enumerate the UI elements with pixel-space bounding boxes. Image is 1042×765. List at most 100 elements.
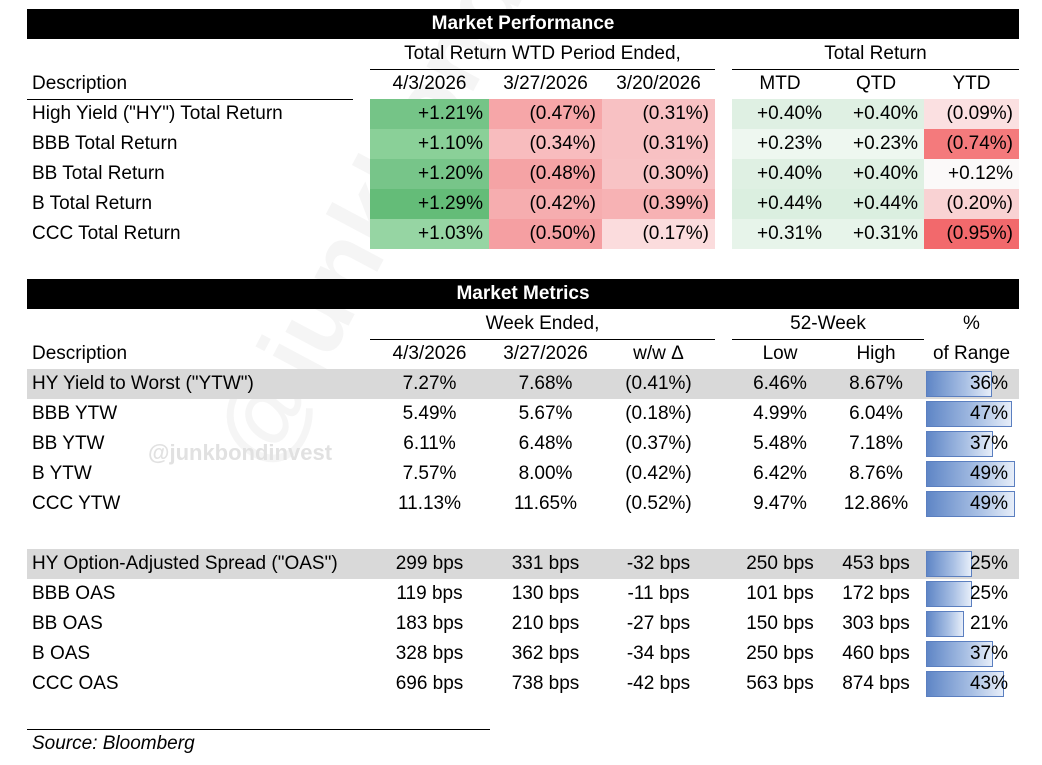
performance-value-cell: (0.34%) [489, 129, 602, 159]
metrics-col-header: Low [762, 343, 798, 364]
performance-col-header: YTD [952, 73, 991, 94]
metrics-value-cell: 250 bps [746, 643, 814, 664]
metrics-value-cell: 6.04% [849, 403, 903, 424]
highlight-row-background [27, 549, 1019, 579]
performance-col-header: QTD [855, 73, 897, 94]
range-percent-text: 49% [969, 493, 1008, 514]
metrics-value-cell: 738 bps [511, 673, 580, 694]
performance-value-cell: +0.40% [732, 159, 828, 189]
metrics-group-pct: % [963, 313, 980, 334]
metrics-value-cell: 7.57% [402, 463, 457, 484]
metrics-value-cell: 874 bps [842, 673, 910, 694]
performance-title-bar: Market Performance [27, 9, 1019, 39]
metrics-value-cell: 8.00% [518, 463, 573, 484]
metrics-value-cell: 7.27% [402, 373, 457, 394]
performance-value-cell: (0.39%) [602, 189, 715, 219]
metrics-value-cell: 303 bps [842, 613, 910, 634]
performance-value-cell: (0.74%) [924, 129, 1019, 159]
range-percent-text: 37% [969, 643, 1008, 664]
metrics-value-cell: 362 bps [511, 643, 580, 664]
metrics-value-cell: 183 bps [395, 613, 464, 634]
metrics-value-cell: 7.18% [849, 433, 903, 454]
performance-group-tr-underline [732, 69, 1019, 70]
metrics-value-cell: 5.48% [753, 433, 807, 454]
metrics-value-cell: 6.46% [753, 373, 807, 394]
metrics-group-52-week: 52-Week [790, 313, 866, 334]
performance-col-description: Description [32, 73, 128, 94]
metrics-group-week-underline [370, 339, 715, 340]
performance-value-cell: (0.31%) [602, 129, 715, 159]
performance-value-cell: (0.09%) [924, 99, 1019, 129]
performance-value-cell: (0.48%) [489, 159, 602, 189]
metrics-col-header: of Range [932, 343, 1011, 364]
performance-row-label: High Yield ("HY") Total Return [32, 103, 283, 124]
metrics-group-52-underline [732, 339, 924, 340]
metrics-value-cell: 11.65% [513, 493, 578, 514]
range-percent-text: 21% [969, 613, 1008, 634]
range-percent-text: 37% [969, 433, 1008, 454]
metrics-row-label: HY Option-Adjusted Spread ("OAS") [32, 553, 338, 574]
source-note: Source: Bloomberg [32, 733, 195, 754]
performance-value-cell: (0.95%) [924, 219, 1019, 249]
performance-value-cell: (0.17%) [602, 219, 715, 249]
performance-value-cell: (0.31%) [602, 99, 715, 129]
metrics-col-header: w/w Δ [633, 343, 684, 364]
metrics-value-cell: 331 bps [511, 553, 580, 574]
metrics-row-label: CCC YTW [32, 493, 121, 514]
range-data-bar [926, 431, 993, 457]
metrics-col-header: 3/27/2026 [503, 343, 588, 364]
metrics-value-cell: (0.37%) [625, 433, 692, 454]
metrics-value-cell: -34 bps [626, 643, 691, 664]
performance-value-cell: (0.50%) [489, 219, 602, 249]
metrics-value-cell: 172 bps [842, 583, 910, 604]
watermark-small: @junkbondinvest [148, 440, 333, 465]
range-percent-text: 25% [969, 553, 1008, 574]
metrics-value-cell: 6.11% [403, 433, 456, 454]
metrics-title-bar: Market Metrics [27, 279, 1019, 309]
range-percent-text: 43% [969, 673, 1008, 694]
metrics-col-description: Description [32, 343, 128, 364]
metrics-value-cell: (0.52%) [625, 493, 692, 514]
metrics-row-label: BB OAS [32, 613, 103, 634]
performance-col-header: MTD [759, 73, 801, 94]
range-percent-text: 47% [969, 403, 1008, 424]
performance-value-cell: (0.30%) [602, 159, 715, 189]
metrics-value-cell: 5.67% [518, 403, 573, 424]
performance-description-underline [27, 99, 353, 100]
metrics-row-label: B OAS [32, 643, 91, 664]
metrics-value-cell: 130 bps [511, 583, 580, 604]
metrics-col-header: High [856, 343, 896, 364]
performance-value-cell: +0.40% [828, 159, 924, 189]
performance-value-cell: +0.31% [828, 219, 924, 249]
metrics-value-cell: 11.13% [397, 493, 462, 514]
metrics-value-cell: 696 bps [395, 673, 464, 694]
range-percent-text: 36% [969, 373, 1008, 394]
metrics-value-cell: 8.76% [849, 463, 903, 484]
range-percent-text: 49% [969, 463, 1008, 484]
performance-row-label: B Total Return [32, 193, 153, 214]
metrics-value-cell: (0.42%) [625, 463, 692, 484]
metrics-group-week-ended: Week Ended, [485, 313, 600, 334]
range-data-bar [926, 491, 1015, 517]
performance-value-cell: +0.23% [732, 129, 828, 159]
performance-group-wtd: Total Return WTD Period Ended, [404, 43, 681, 64]
metrics-value-cell: -27 bps [626, 613, 691, 634]
highlight-row-background [27, 369, 1019, 399]
performance-value-cell: +1.03% [370, 219, 489, 249]
metrics-value-cell: 453 bps [842, 553, 910, 574]
metrics-col-header: 4/3/2026 [392, 343, 467, 364]
performance-value-cell: +1.20% [370, 159, 489, 189]
performance-row-label: BBB Total Return [32, 133, 178, 154]
range-data-bar [926, 401, 1012, 427]
metrics-value-cell: 299 bps [395, 553, 464, 574]
metrics-value-cell: 7.68% [518, 373, 573, 394]
metrics-value-cell: -11 bps [627, 583, 690, 604]
metrics-row-label: CCC OAS [32, 673, 119, 694]
range-data-bar [926, 581, 972, 607]
metrics-value-cell: 328 bps [395, 643, 464, 664]
range-percent-text: 25% [969, 583, 1008, 604]
range-data-bar [926, 611, 964, 637]
metrics-value-cell: (0.18%) [625, 403, 692, 424]
range-data-bar [926, 671, 1004, 697]
range-data-bar [926, 371, 992, 397]
